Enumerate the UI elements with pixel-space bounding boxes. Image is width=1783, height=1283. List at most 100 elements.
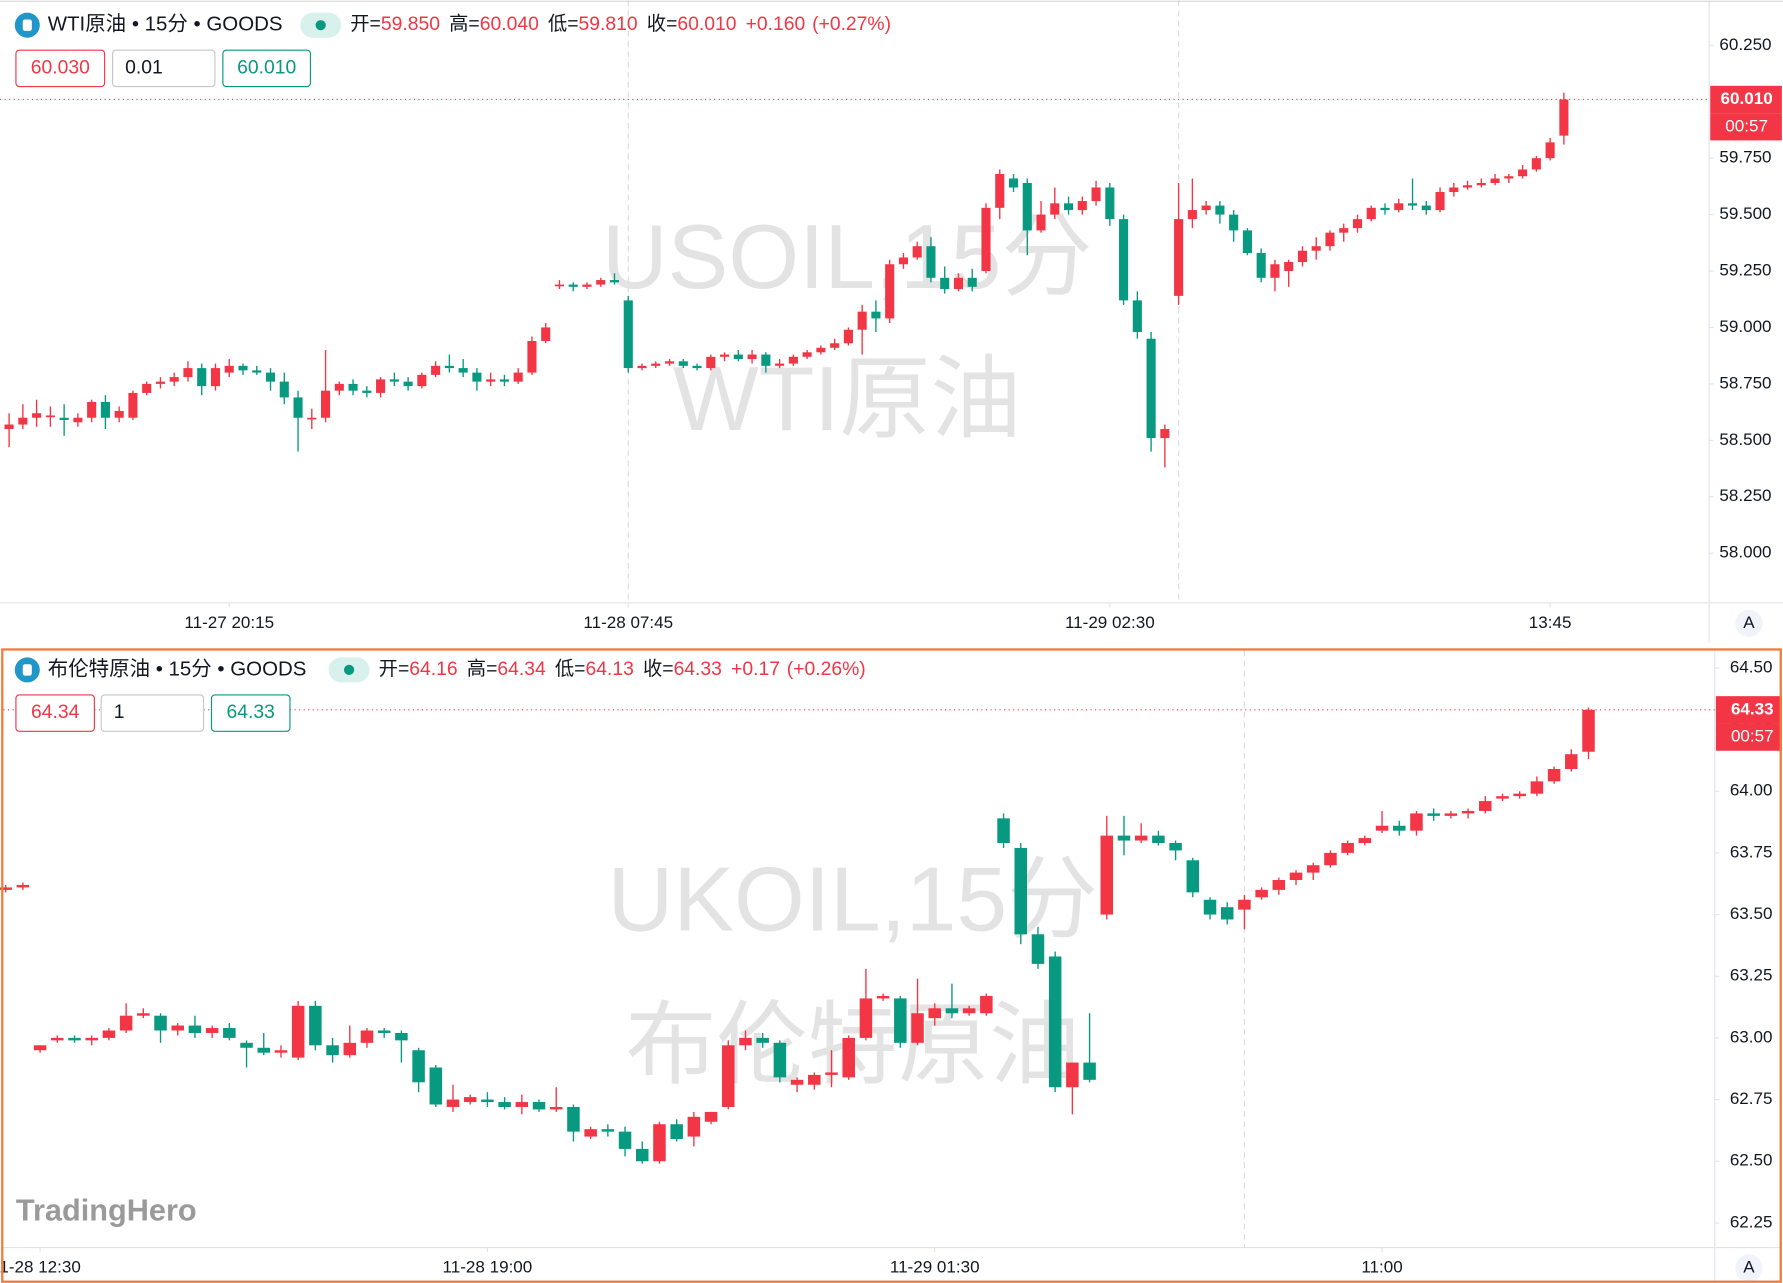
candle-body (1174, 219, 1184, 296)
candle-body (584, 1129, 597, 1137)
candle-body (1064, 203, 1074, 211)
candle-body (321, 390, 331, 418)
candle-body (670, 1124, 683, 1140)
bid-box[interactable] (15, 49, 106, 88)
candle-body (790, 1079, 804, 1085)
candle-body (1105, 187, 1115, 220)
candle-body (1476, 182, 1486, 186)
candle-body (1449, 187, 1459, 193)
change: +0.160 (746, 14, 806, 35)
countdown-label: 00:57 (1725, 116, 1768, 135)
y-tick-label: 64.00 (1730, 781, 1773, 800)
x-tick-label: 11-29 01:30 (890, 1258, 980, 1277)
visibility-dot (343, 664, 355, 676)
candle-body (376, 379, 386, 393)
candle-body (843, 329, 853, 344)
last-price-box (1710, 85, 1782, 114)
candle-body (1394, 203, 1404, 211)
y-tick-label: 59.750 (1719, 148, 1771, 167)
candle-body (1229, 214, 1239, 231)
candle-body (653, 1124, 666, 1162)
candle-body (1238, 899, 1251, 910)
candle-body (623, 300, 633, 369)
y-tick-label: 62.25 (1730, 1212, 1773, 1231)
x-tick-label: 11-28 19:00 (443, 1258, 533, 1277)
candle-body (446, 1099, 460, 1107)
candle-body (871, 311, 881, 319)
candle-body (444, 365, 454, 369)
candle-body (240, 1042, 253, 1048)
candle-body (326, 1045, 339, 1056)
candle-body (1410, 813, 1423, 831)
candle-body (32, 413, 42, 418)
y-tick-label: 63.25 (1730, 966, 1773, 985)
candle-body (1242, 230, 1252, 253)
ask-box[interactable] (222, 49, 312, 88)
axis-button-label: A (1743, 1258, 1755, 1277)
candle-body (1352, 219, 1363, 229)
candle-body (898, 257, 908, 265)
candle-body (1100, 835, 1114, 915)
candle-body (137, 1013, 150, 1016)
candle-body (1134, 835, 1148, 841)
candle-body (265, 372, 276, 382)
candle-body (1272, 880, 1286, 890)
ohlc-value: 59.850 (381, 14, 440, 35)
candle-body (962, 1008, 976, 1014)
candle-body (1297, 250, 1308, 263)
candle-body (362, 390, 372, 393)
candle-body (188, 1025, 202, 1033)
quantity-label: 1 (114, 702, 125, 723)
candle-body (1479, 801, 1492, 811)
candle-body (1547, 769, 1561, 782)
visibility-dot (315, 20, 326, 31)
candle-body (171, 1025, 184, 1031)
candle-body (1504, 176, 1514, 179)
brand-logo: TradingHero (16, 1192, 197, 1227)
ohlc-label: 高= (449, 13, 480, 35)
ask-box[interactable] (210, 694, 291, 732)
candle-body (73, 417, 83, 423)
candle-body (1306, 865, 1320, 873)
candle-body (1531, 158, 1541, 170)
quantity-box[interactable] (112, 49, 216, 88)
candle-body (687, 1116, 701, 1137)
ohlc-label: 收= (643, 658, 674, 680)
candle-body (549, 1106, 563, 1110)
ohlc-label: 低= (555, 658, 586, 680)
candle-body (377, 1030, 391, 1033)
x-tick-label: 13:45 (1529, 613, 1572, 632)
candle-body (756, 1037, 769, 1043)
candle-body (997, 818, 1010, 844)
candle-body (568, 284, 578, 287)
symbol-icon-inner (22, 664, 32, 676)
y-tick-label: 62.75 (1730, 1089, 1773, 1108)
candle-body (33, 1045, 47, 1051)
candle-body (205, 1028, 219, 1033)
candle-body (692, 365, 702, 369)
candle-body (169, 377, 179, 382)
quantity-box[interactable] (100, 694, 205, 732)
candle-body (403, 381, 413, 387)
candle-body (1496, 796, 1509, 799)
candle-body (981, 207, 991, 272)
last-price-label: 64.33 (1731, 699, 1774, 718)
candle-body (720, 354, 730, 357)
candle-body (1117, 835, 1131, 841)
candle-body (100, 401, 110, 418)
ask-label: 64.33 (227, 702, 275, 723)
candle-body (51, 1037, 64, 1041)
axis-button[interactable] (1735, 609, 1763, 637)
countdown-label: 00:57 (1731, 727, 1774, 746)
candle-body (210, 368, 221, 387)
ohlc-info: 开=59.850 高=60.040 低=59.810 收=60.010 +0.160 (+… (350, 13, 891, 35)
candle-body (348, 383, 358, 391)
candle-body (1393, 825, 1406, 831)
y-tick-label: 62.50 (1730, 1151, 1773, 1170)
ohlc-info: 开=64.16 高=64.34 低=64.13 收=64.33 +0.17 (+0.26%… (379, 658, 866, 680)
bid-box[interactable] (15, 694, 95, 732)
axis-button[interactable] (1735, 1254, 1763, 1282)
candle-body (859, 998, 873, 1038)
candle-body (1421, 205, 1431, 211)
candle-body (651, 363, 661, 366)
